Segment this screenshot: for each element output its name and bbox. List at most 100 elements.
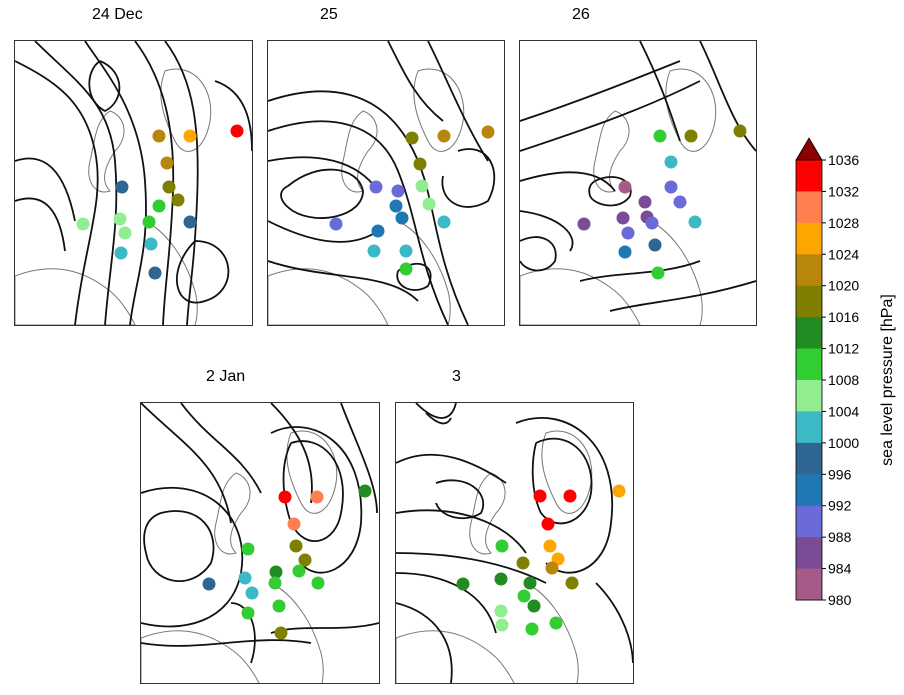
isobar-line bbox=[268, 260, 419, 302]
station-marker bbox=[114, 246, 128, 260]
colorbar-tick-label: 1036 bbox=[828, 152, 859, 168]
isobar-line bbox=[34, 41, 118, 325]
station-marker bbox=[162, 180, 176, 194]
station-marker bbox=[422, 197, 436, 211]
panel-title: 24 Dec bbox=[92, 6, 143, 23]
station-marker bbox=[278, 490, 292, 504]
synoptic-map bbox=[519, 40, 757, 326]
isobar-line bbox=[396, 602, 453, 683]
station-marker bbox=[148, 266, 162, 280]
map-svg bbox=[15, 41, 252, 325]
colorbar-tick-label: 1028 bbox=[828, 215, 859, 231]
isobar-line bbox=[88, 60, 121, 113]
station-marker bbox=[292, 564, 306, 578]
isobar-line bbox=[15, 60, 99, 325]
colorbar-tick-label: 1024 bbox=[828, 246, 859, 262]
station-marker bbox=[495, 539, 509, 553]
coastline bbox=[286, 430, 338, 514]
isobar-line bbox=[639, 41, 681, 142]
synoptic-map bbox=[140, 402, 380, 684]
station-marker bbox=[152, 129, 166, 143]
isobar-line bbox=[435, 479, 484, 520]
station-marker bbox=[142, 215, 156, 229]
coastline bbox=[525, 582, 579, 683]
station-marker bbox=[523, 576, 537, 590]
station-marker bbox=[565, 576, 579, 590]
isobar-line bbox=[425, 412, 452, 425]
coastline bbox=[413, 68, 465, 152]
panel-title: 26 bbox=[572, 6, 590, 23]
colorbar-tick-label: 996 bbox=[828, 466, 852, 482]
station-marker bbox=[651, 266, 665, 280]
station-marker bbox=[391, 184, 405, 198]
isobar-line bbox=[520, 210, 574, 252]
colorbar-segment bbox=[796, 160, 822, 192]
station-marker bbox=[358, 484, 372, 498]
isobar-line bbox=[396, 262, 432, 291]
station-marker bbox=[115, 180, 129, 194]
isobar-line bbox=[270, 403, 313, 504]
isobar-line bbox=[609, 280, 756, 312]
station-marker bbox=[369, 180, 383, 194]
colorbar-segment bbox=[796, 442, 822, 475]
station-marker bbox=[287, 517, 301, 531]
station-marker bbox=[525, 622, 539, 636]
station-marker bbox=[563, 489, 577, 503]
isobar-line bbox=[588, 176, 632, 207]
isobar-line bbox=[427, 41, 489, 162]
coastline bbox=[541, 430, 593, 514]
station-marker bbox=[311, 576, 325, 590]
panel-title: 25 bbox=[320, 6, 338, 23]
station-marker bbox=[183, 215, 197, 229]
isobar-line bbox=[214, 80, 252, 152]
isobar-line bbox=[396, 552, 547, 584]
station-marker bbox=[653, 129, 667, 143]
isobar-line bbox=[270, 426, 363, 574]
station-marker bbox=[616, 211, 630, 225]
colorbar-segment bbox=[796, 537, 822, 570]
station-marker bbox=[621, 226, 635, 240]
colorbar-tick-label: 1016 bbox=[828, 309, 859, 325]
station-marker bbox=[268, 576, 282, 590]
colorbar-tick-label: 1032 bbox=[828, 183, 859, 199]
station-marker bbox=[549, 616, 563, 630]
colorbar-segment bbox=[796, 380, 822, 412]
station-marker bbox=[527, 599, 541, 613]
station-marker bbox=[517, 589, 531, 603]
isobar-line bbox=[141, 403, 232, 524]
isobar-line bbox=[176, 240, 230, 304]
station-marker bbox=[648, 238, 662, 252]
station-marker bbox=[274, 626, 288, 640]
colorbar-segment bbox=[796, 411, 822, 444]
station-marker bbox=[543, 539, 557, 553]
station-marker bbox=[664, 180, 678, 194]
station-marker bbox=[399, 244, 413, 258]
isobar-line bbox=[268, 220, 379, 243]
station-marker bbox=[152, 199, 166, 213]
station-marker bbox=[437, 129, 451, 143]
colorbar-segment bbox=[796, 474, 822, 507]
isobar-line bbox=[141, 487, 244, 628]
isobar-line bbox=[230, 602, 256, 664]
isobar-line bbox=[84, 41, 147, 325]
isobar-line bbox=[268, 156, 379, 192]
coastline bbox=[15, 268, 136, 325]
station-marker bbox=[733, 124, 747, 138]
station-marker bbox=[118, 226, 132, 240]
station-marker bbox=[241, 606, 255, 620]
isobar-line bbox=[515, 417, 614, 574]
station-marker bbox=[516, 556, 530, 570]
colorbar-extend-arrow bbox=[795, 137, 823, 161]
station-marker bbox=[245, 586, 259, 600]
colorbar-tick-label: 984 bbox=[828, 561, 852, 577]
station-marker bbox=[673, 195, 687, 209]
station-marker bbox=[688, 215, 702, 229]
isobar-line bbox=[164, 41, 199, 325]
station-marker bbox=[405, 131, 419, 145]
isobar-line bbox=[268, 120, 449, 325]
station-marker bbox=[612, 484, 626, 498]
colorbar-segment bbox=[796, 505, 822, 538]
station-marker bbox=[533, 489, 547, 503]
isobar-line bbox=[396, 453, 507, 484]
